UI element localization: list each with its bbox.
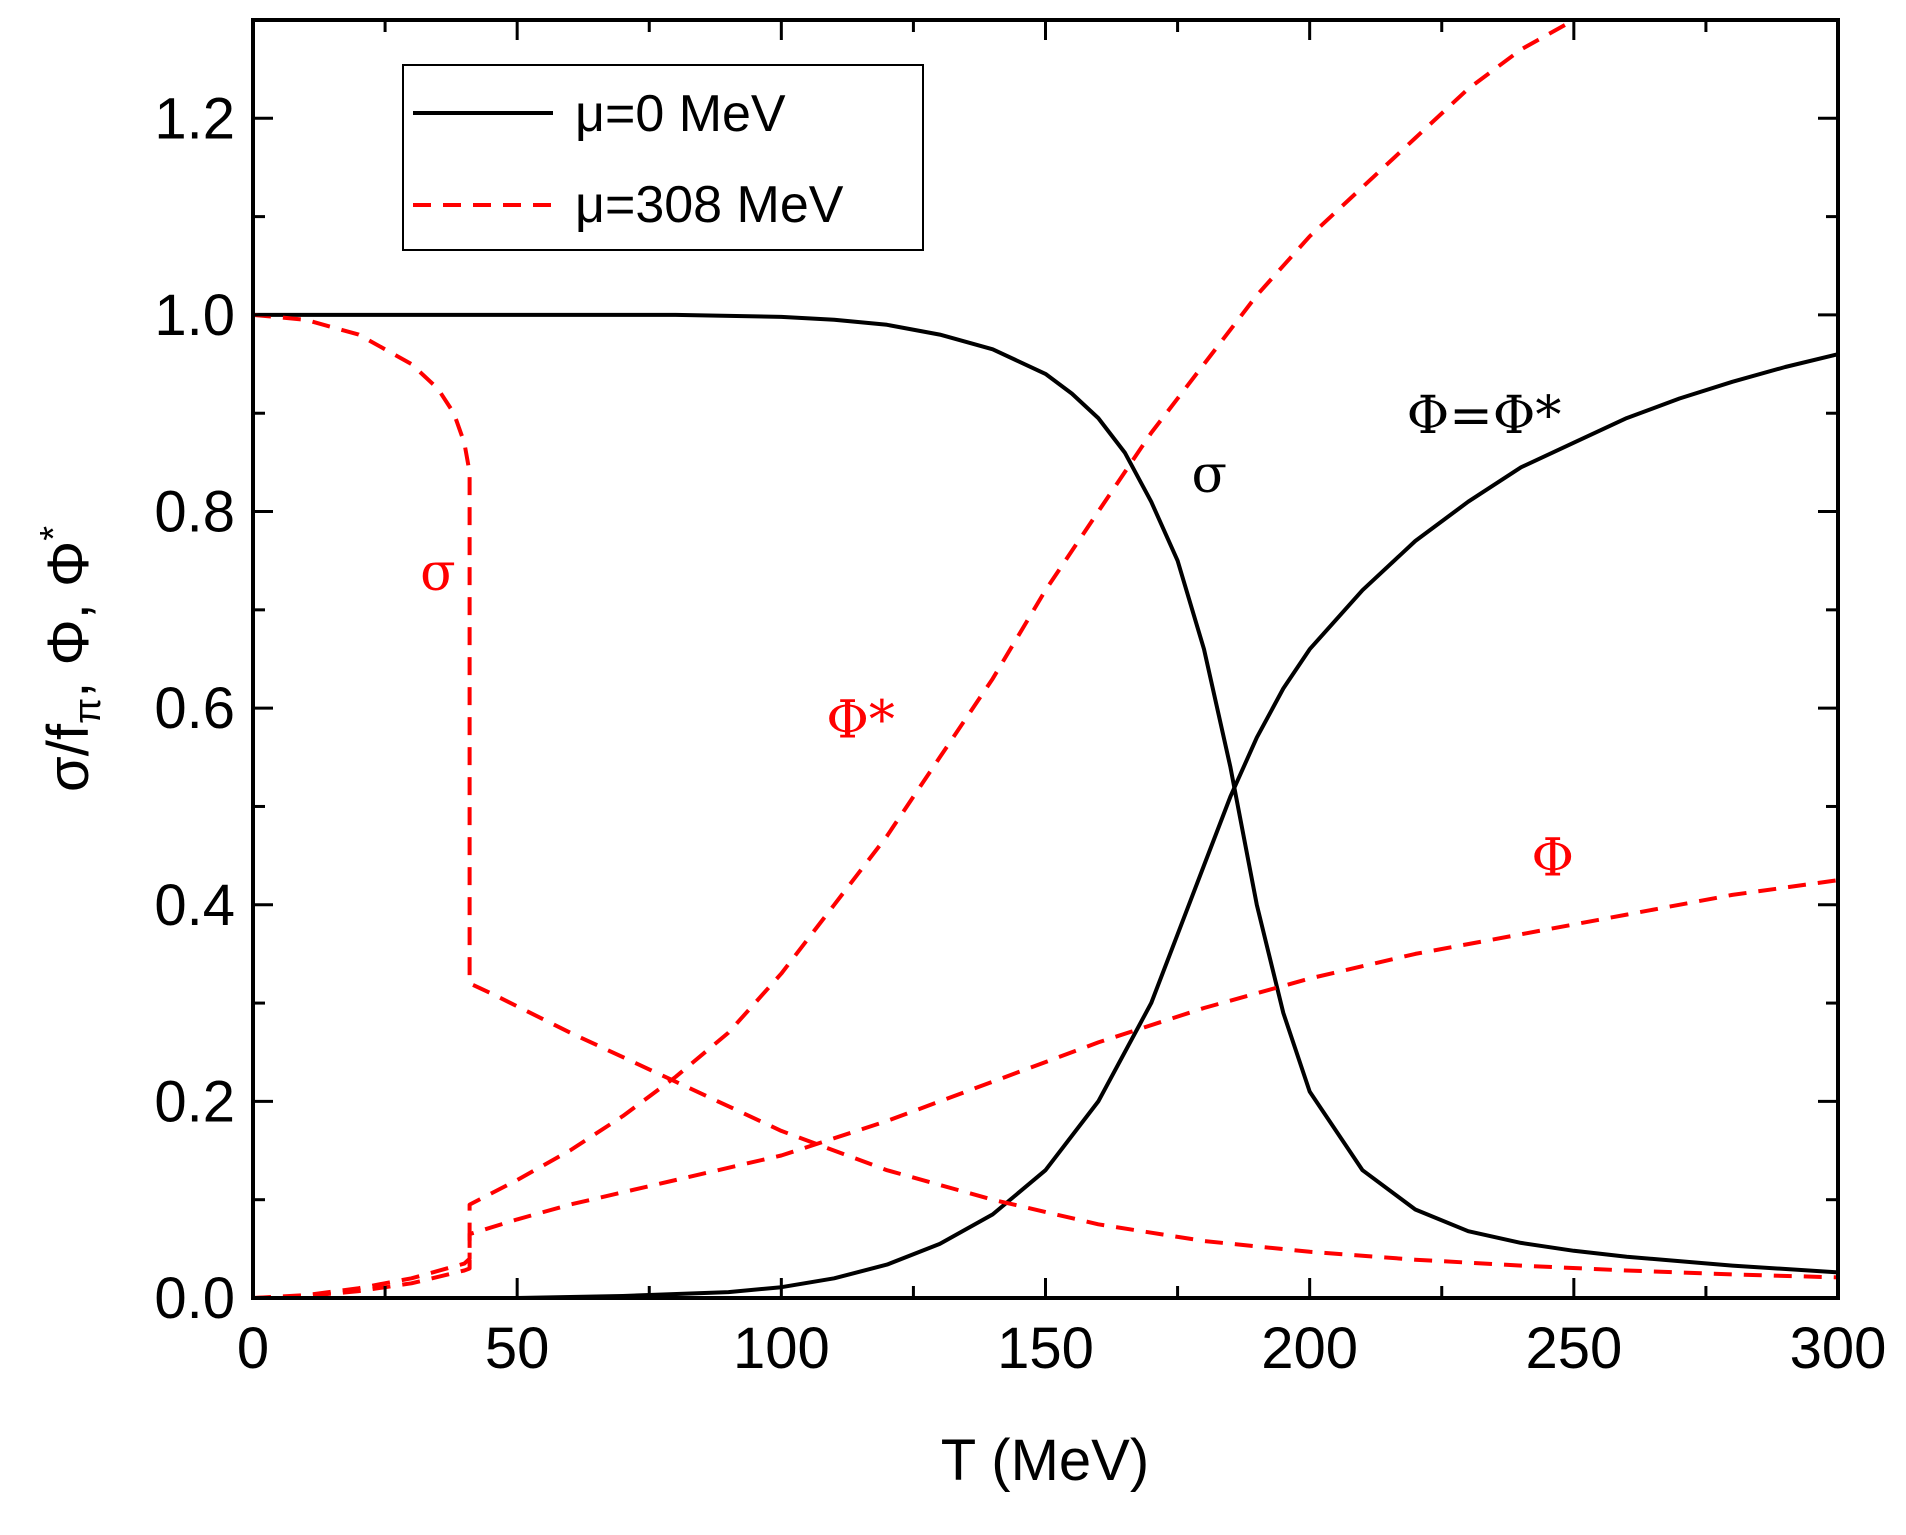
curve-annotations: σ Φ=Φ* σ Φ* Φ (420, 386, 1574, 888)
curve-label: σ (420, 543, 456, 603)
x-tick-label: 100 (733, 1316, 830, 1381)
y-axis-title: σ/fπ, Φ, Φ* (33, 526, 109, 792)
y-axis-ticks: 0.0 0.2 0.4 0.6 0.8 1.0 1.2 (154, 18, 1838, 1331)
series-line-3 (253, 20, 1575, 1298)
series-line-2 (253, 312, 1838, 1280)
series-line-1 (517, 352, 1838, 1298)
curve-label: Φ (1531, 828, 1574, 888)
y-tick-label: 1.2 (154, 86, 235, 151)
y-tick-label: 0.6 (154, 676, 235, 741)
y-tick-label: 0.4 (154, 873, 235, 938)
curve-label: Φ* (826, 691, 895, 751)
legend-box (402, 64, 924, 251)
legend-label-mu308: μ=308 MeV (575, 176, 844, 234)
x-tick-label: 200 (1261, 1316, 1358, 1381)
legend: μ=0 MeV μ=308 MeV (402, 64, 924, 251)
y-axis-title-subscript: π (67, 698, 109, 724)
curve-label: σ (1192, 445, 1228, 505)
curve-label: Φ=Φ* (1407, 386, 1562, 446)
legend-label-mu0: μ=0 MeV (575, 85, 786, 143)
x-tick-label: 250 (1525, 1316, 1622, 1381)
y-tick-label: 0.2 (154, 1069, 235, 1134)
series-line-0 (253, 312, 1838, 1275)
x-axis-ticks: 0 50 100 150 200 250 300 (237, 20, 1887, 1381)
y-tick-label: 0.8 (154, 480, 235, 545)
y-axis-title-main: σ/f (36, 723, 101, 792)
y-tick-label: 0.0 (154, 1266, 235, 1331)
curves-layer (253, 20, 1838, 1298)
x-tick-label: 150 (997, 1316, 1094, 1381)
series-line-4 (253, 878, 1838, 1298)
x-tick-label: 300 (1790, 1316, 1887, 1381)
x-tick-label: 0 (237, 1316, 269, 1381)
x-tick-label: 50 (485, 1316, 550, 1381)
y-axis-title-rest: , Φ, Φ (36, 541, 101, 698)
y-tick-label: 1.0 (154, 283, 235, 348)
x-axis-title: T (MeV) (941, 1428, 1149, 1493)
y-axis-title-superscript: * (33, 526, 75, 541)
